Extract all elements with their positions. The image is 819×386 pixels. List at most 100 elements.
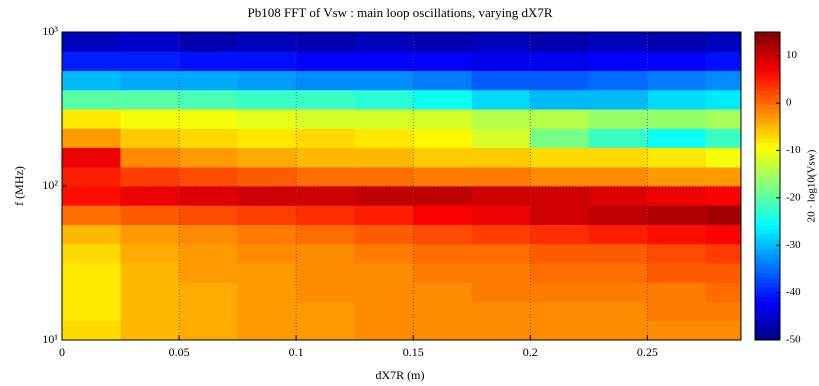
heatmap-cell	[647, 70, 707, 91]
heatmap-cell	[120, 320, 180, 341]
x-tick-label: 0.2	[523, 345, 538, 359]
colorbar-segment	[755, 65, 780, 71]
heatmap-cell	[354, 166, 414, 187]
heatmap-cell	[62, 147, 122, 168]
heatmap-cell	[179, 70, 239, 91]
heatmap-cell	[705, 224, 742, 245]
heatmap-cell	[237, 147, 297, 168]
heatmap-cell	[530, 147, 590, 168]
heatmap-cell	[588, 224, 648, 245]
colorbar-segment	[755, 137, 780, 144]
heatmap-cell	[296, 263, 356, 283]
heatmap-cell	[705, 205, 742, 226]
colorbar-segment	[755, 200, 780, 206]
heatmap-cell	[530, 301, 590, 322]
heatmap-cell	[179, 243, 239, 264]
heatmap-cell	[588, 166, 648, 187]
heatmap-cell	[530, 205, 590, 226]
heatmap-cell	[530, 282, 590, 302]
heatmap-cell	[354, 128, 414, 148]
heatmap-cell	[413, 301, 473, 322]
heatmap-cell	[179, 166, 239, 187]
colorbar-segment	[755, 176, 780, 182]
colorbar-segment	[755, 123, 780, 129]
heatmap-cell	[354, 205, 414, 226]
heatmap-cell	[530, 128, 590, 148]
heatmap-cell	[530, 70, 590, 91]
heatmap-cell	[296, 243, 356, 264]
heatmap-cell	[705, 186, 742, 206]
colorbar-segment	[755, 267, 780, 274]
heatmap-cell	[120, 243, 180, 264]
heatmap-cell	[647, 282, 707, 302]
colorbar-tick-label: -10	[786, 144, 801, 156]
heatmap-cell	[179, 51, 239, 72]
colorbar-segment	[755, 94, 780, 100]
colorbar-segment	[755, 70, 780, 76]
heatmap-cell	[354, 70, 414, 91]
heatmap-cell	[179, 186, 239, 206]
heatmap-cell	[120, 89, 180, 110]
heatmap-cell	[237, 320, 297, 341]
colorbar-tick-label: -30	[786, 239, 801, 251]
heatmap-cell	[296, 186, 356, 206]
heatmap-cell	[120, 186, 180, 206]
heatmap-cell	[237, 166, 297, 187]
colorbar-segment	[755, 238, 780, 245]
heatmap-cell	[62, 128, 122, 148]
heatmap-cell	[588, 32, 648, 52]
heatmap-cell	[471, 205, 531, 226]
heatmap-cell	[588, 147, 648, 168]
heatmap-cell	[296, 32, 356, 52]
x-tick-label: 0.05	[169, 345, 190, 359]
colorbar-segment	[755, 296, 780, 302]
colorbar-segment	[755, 104, 780, 110]
heatmap-cell	[647, 205, 707, 226]
colorbar-tick-label: -50	[786, 334, 801, 346]
colorbar-segment	[755, 219, 780, 225]
colorbar-segment	[755, 306, 780, 312]
heatmap-cell	[647, 166, 707, 187]
heatmap-cell	[471, 51, 531, 72]
heatmap-cell	[471, 186, 531, 206]
heatmap-cell	[354, 51, 414, 72]
heatmap-cell	[354, 224, 414, 245]
heatmap-cell	[354, 301, 414, 322]
heatmap-cell	[705, 166, 742, 187]
colorbar-segment	[755, 56, 780, 62]
heatmap-cell	[354, 243, 414, 264]
heatmap-cell	[530, 320, 590, 341]
heatmap-cell	[471, 109, 531, 129]
heatmap-cell	[647, 320, 707, 341]
heatmap-cell	[413, 147, 473, 168]
heatmap-cell	[179, 282, 239, 302]
heatmap-cell	[237, 186, 297, 206]
colorbar-segment	[755, 118, 780, 124]
heatmap-cell	[413, 128, 473, 148]
heatmap-cell	[588, 205, 648, 226]
heatmap-cell	[62, 51, 122, 72]
heatmap-cell	[237, 243, 297, 264]
heatmap-cell	[647, 89, 707, 110]
heatmap-cell	[647, 243, 707, 264]
colorbar-segment	[755, 320, 780, 327]
heatmap-cell	[530, 89, 590, 110]
heatmap-cell	[296, 109, 356, 129]
colorbar-segment	[755, 272, 780, 278]
colorbar-segment	[755, 36, 780, 43]
heatmap-cell	[471, 89, 531, 110]
heatmap-cell	[120, 282, 180, 302]
colorbar-segment	[755, 311, 780, 317]
colorbar-segment	[755, 181, 780, 187]
heatmap-cell	[296, 51, 356, 72]
heatmap-cell	[413, 320, 473, 341]
colorbar-segment	[755, 229, 780, 235]
heatmap-cell	[588, 51, 648, 72]
heatmap-cell	[62, 186, 122, 206]
heatmap-cell	[588, 89, 648, 110]
heatmap-cell	[413, 166, 473, 187]
heatmap-cell	[413, 205, 473, 226]
heatmap-cell	[120, 128, 180, 148]
heatmap-cell	[413, 32, 473, 52]
heatmap-cell	[705, 89, 742, 110]
